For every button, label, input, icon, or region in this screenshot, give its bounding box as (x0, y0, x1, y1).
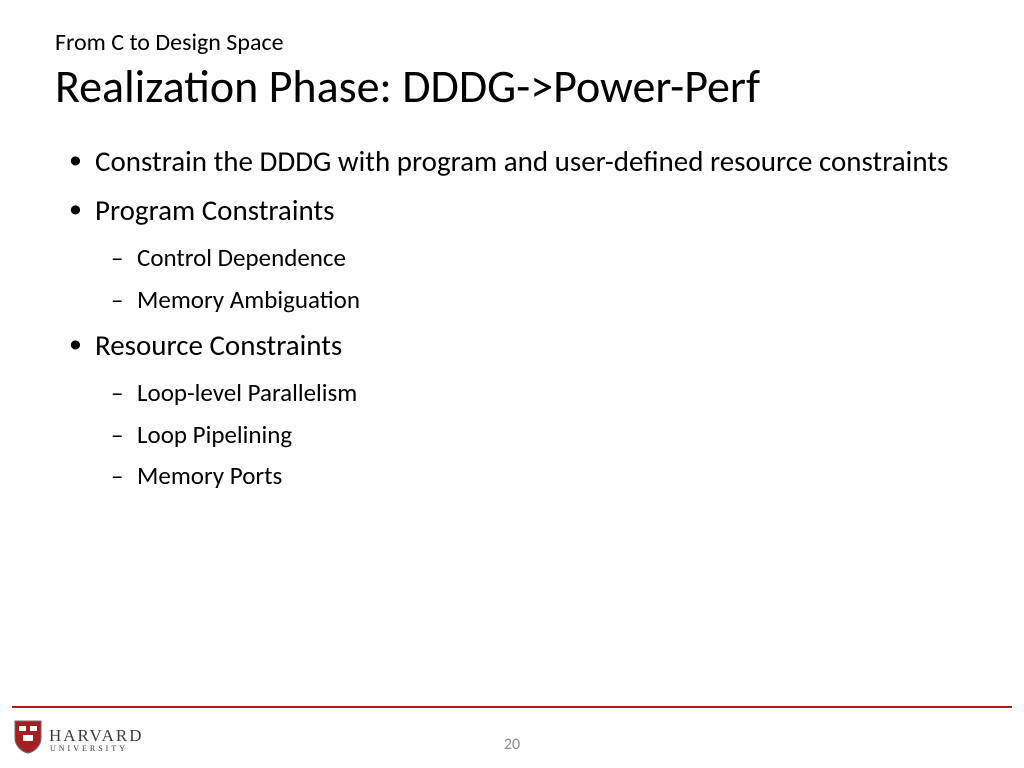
slide-title: Realization Phase: DDDG->Power-Perf (55, 59, 969, 115)
sub-bullet-item: Memory Ports (55, 459, 969, 493)
page-number: 20 (0, 735, 1024, 754)
sub-bullet-item: Memory Ambiguation (55, 283, 969, 317)
bullet-item: Program Constraints (55, 192, 969, 229)
sub-bullet-item: Loop Pipelining (55, 418, 969, 452)
kicker-text: From C to Design Space (55, 28, 969, 57)
slide: From C to Design Space Realization Phase… (0, 0, 1024, 768)
content-area: Constrain the DDDG with program and user… (55, 143, 969, 493)
bullet-item: Resource Constraints (55, 327, 969, 364)
sub-bullet-item: Control Dependence (55, 241, 969, 275)
slide-footer: HARVARD UNIVERSITY 20 (0, 706, 1024, 768)
bullet-item: Constrain the DDDG with program and user… (55, 143, 969, 180)
footer-rule (12, 706, 1012, 708)
sub-bullet-item: Loop-level Parallelism (55, 376, 969, 410)
